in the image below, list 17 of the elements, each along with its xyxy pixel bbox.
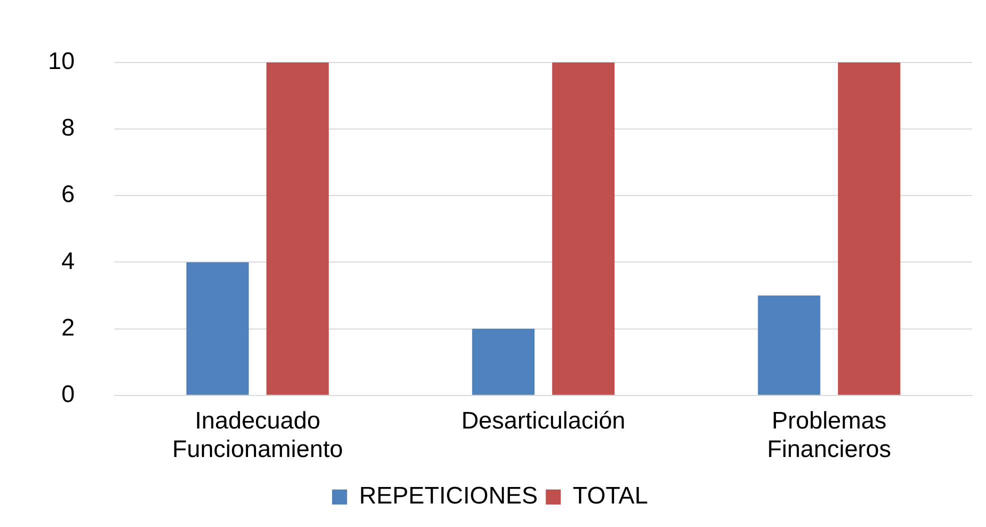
y-tick-label: 2 [61,314,75,342]
bar [552,62,615,395]
y-tick-label: 0 [61,381,75,408]
legend-label: REPETICIONES [359,482,538,510]
bar [472,328,535,395]
bar [758,296,820,395]
x-tick-label: Desarticulación [461,407,626,434]
y-tick-label: 10 [48,48,75,76]
bar [186,262,249,395]
y-tick-label: 8 [61,114,75,142]
y-tick-label: 4 [61,248,75,275]
y-tick-label: 6 [61,181,75,208]
bar [266,62,329,395]
x-tick-label: Inadecuado Funcionamiento [172,407,343,464]
x-tick-label: Problemas Financieros [767,407,892,464]
bar [838,62,900,395]
legend-label: TOTAL [572,482,648,510]
